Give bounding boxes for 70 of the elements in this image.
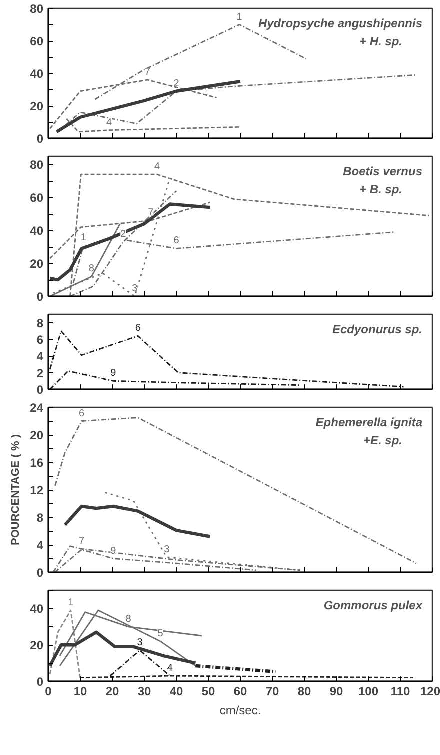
series-label: 8 xyxy=(126,614,132,625)
series-label: 4 xyxy=(154,162,161,173)
series-label: 9 xyxy=(110,546,117,557)
y-tick-label: 40 xyxy=(30,67,44,81)
y-tick-label: 8 xyxy=(36,511,44,525)
y-tick-label: 0 xyxy=(36,290,44,304)
series-label: 2 xyxy=(174,78,180,90)
y-tick-label: 24 xyxy=(30,401,44,415)
y-tick-label: 16 xyxy=(30,456,44,470)
x-tick-label: 10 xyxy=(74,684,88,698)
y-tick-label: 8 xyxy=(36,316,44,330)
annotation: +E. sp. xyxy=(363,434,403,448)
y-tick-label: 4 xyxy=(36,538,44,552)
y-tick-label: 0 xyxy=(36,132,44,146)
annotation: + H. sp. xyxy=(359,34,402,48)
annotation: Boetis vernus xyxy=(343,164,423,178)
series-label: 7 xyxy=(144,67,151,78)
y-tick-label: 0 xyxy=(36,675,44,689)
annotation: Ecdyonurus sp. xyxy=(332,322,423,336)
series-label: 6 xyxy=(79,408,85,420)
annotation: Hydropsyche angushipennis xyxy=(258,16,423,30)
y-tick-label: 20 xyxy=(30,100,44,114)
x-tick-label: 60 xyxy=(234,684,248,698)
y-tick-label: 2 xyxy=(36,366,44,380)
x-axis-title: cm/sec. xyxy=(220,704,262,718)
series-label: 1 xyxy=(80,232,87,244)
y-tick-label: 0 xyxy=(36,566,44,580)
annotation: Ephemerella ignita xyxy=(316,416,423,430)
series-label: 3 xyxy=(137,638,144,649)
x-tick-label: 30 xyxy=(138,684,152,698)
y-tick-label: 40 xyxy=(30,602,44,616)
y-tick-label: 80 xyxy=(30,2,44,16)
annotation: Gommorus pulex xyxy=(324,598,424,612)
series-label: 6 xyxy=(135,323,142,334)
x-tick-label: 40 xyxy=(170,684,184,698)
y-tick-label: 20 xyxy=(30,638,44,653)
x-tick-label: 70 xyxy=(266,684,280,698)
series-label: 1 xyxy=(68,598,74,609)
y-axis-title: POURCENTAGE ( % ) xyxy=(10,434,22,546)
x-tick-label: 90 xyxy=(330,684,344,698)
y-tick-label: 40 xyxy=(30,224,44,238)
x-tick-label: 110 xyxy=(390,684,411,698)
series-label: 9 xyxy=(110,368,117,380)
series-label: 7 xyxy=(79,536,85,548)
x-tick-label: 80 xyxy=(298,684,312,698)
y-tick-label: 60 xyxy=(30,191,44,206)
series-label: 4 xyxy=(167,663,174,674)
annotation: + B. sp. xyxy=(359,182,402,196)
y-tick-label: 80 xyxy=(30,158,44,172)
y-tick-label: 12 xyxy=(30,484,44,498)
series-label: 8 xyxy=(88,264,95,275)
y-tick-label: 60 xyxy=(30,34,44,48)
y-tick-label: 20 xyxy=(30,428,44,442)
series-label: 3 xyxy=(164,544,170,556)
series-label: 6 xyxy=(174,236,180,247)
series-label: 3 xyxy=(132,284,138,294)
x-tick-label: 20 xyxy=(106,684,120,698)
x-tick-label: 100 xyxy=(358,684,379,698)
series-label: 7 xyxy=(148,208,154,219)
series-label: 5 xyxy=(158,628,164,640)
y-tick-label: 4 xyxy=(36,350,44,364)
y-tick-label: 6 xyxy=(36,333,44,347)
series-label: 2 xyxy=(120,229,127,240)
x-tick-label: 0 xyxy=(45,684,52,698)
y-tick-label: 20 xyxy=(30,257,44,272)
x-tick-label: 50 xyxy=(202,684,216,698)
x-tick-label: 120 xyxy=(420,684,440,698)
y-tick-label: 0 xyxy=(36,383,44,397)
series-label: 1 xyxy=(236,12,243,23)
series-label: 4 xyxy=(106,117,113,128)
